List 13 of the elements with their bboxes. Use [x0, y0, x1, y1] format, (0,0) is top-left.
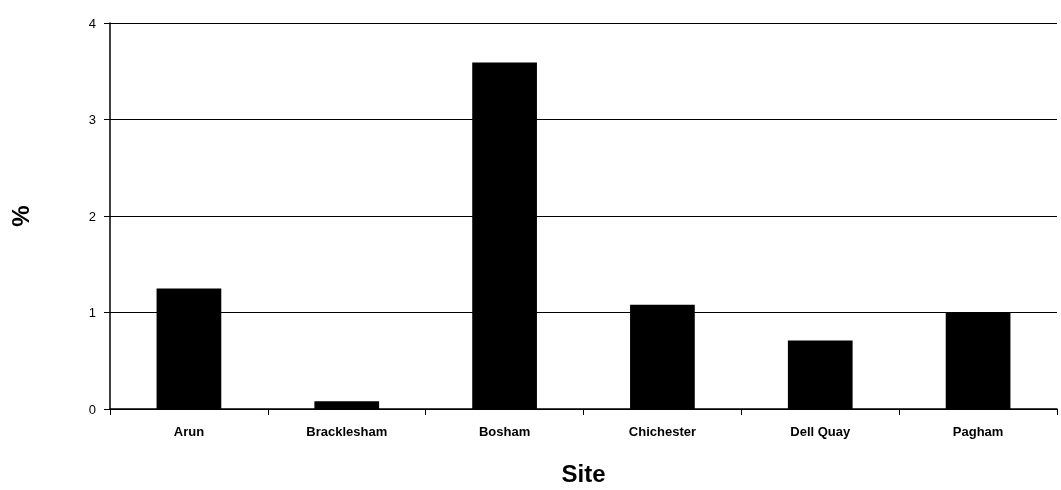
- x-axis-title: Site: [561, 459, 606, 487]
- x-tick-label: Chichester: [628, 424, 697, 439]
- x-tick-label: Pagham: [952, 424, 1004, 439]
- x-tick-label: Dell Quay: [790, 424, 851, 439]
- y-tick-label: 3: [88, 112, 96, 127]
- y-tick-label: 0: [88, 401, 96, 417]
- x-tick-label: Bosham: [478, 424, 531, 439]
- x-tick-label: Bracklesham: [306, 424, 388, 439]
- y-tick-label: 1: [88, 305, 96, 320]
- x-tick-label: Arun: [173, 424, 205, 439]
- y-tick-label: 4: [88, 15, 96, 31]
- y-axis-title: %: [6, 205, 34, 227]
- y-tick-label: 2: [88, 208, 96, 224]
